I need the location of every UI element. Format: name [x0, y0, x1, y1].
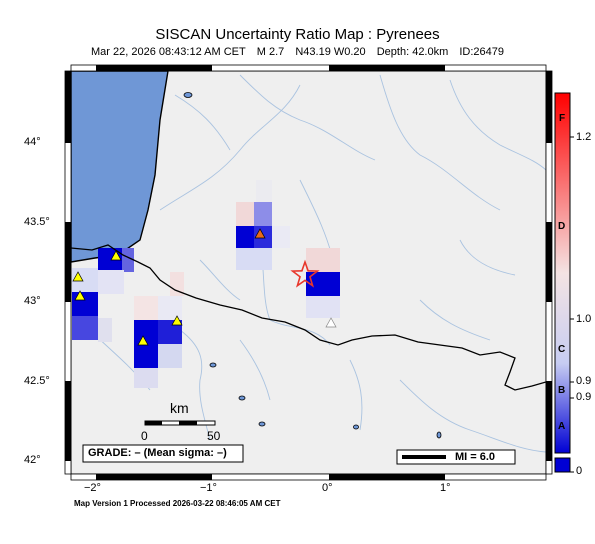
event-depth: Depth: 42.0km	[376, 46, 449, 58]
scale-unit: km	[170, 400, 189, 416]
scale-bar	[144, 420, 216, 426]
ocean	[71, 71, 169, 263]
triangle-icon	[74, 290, 86, 301]
triangle-icon	[137, 335, 149, 346]
grade-box-frame	[82, 444, 244, 463]
mi-box-frame	[396, 449, 516, 465]
grade-letter-f: F	[559, 113, 566, 124]
triangle-icon	[254, 228, 266, 239]
country-border	[71, 244, 546, 391]
footer-processed: Map Version 1 Processed 2026-03-22 08:46…	[74, 499, 281, 508]
triangle-icon	[110, 250, 122, 261]
event-datetime: Mar 22, 2026 08:43:12 AM CET	[91, 46, 246, 58]
stations	[72, 228, 337, 346]
scale-start: 0	[141, 429, 148, 443]
legend-value-0: 0	[576, 465, 583, 477]
lat-tick-42: 42°	[24, 454, 41, 466]
grade-letter-b: B	[558, 385, 566, 396]
mi-text: MI = 6.0	[455, 451, 496, 463]
legend-value-1-2: 1.2	[576, 131, 592, 143]
triangle-icon	[72, 271, 84, 282]
map-title: SISCAN Uncertainty Ratio Map : Pyrenees	[155, 26, 440, 43]
rivers	[89, 74, 546, 453]
lat-tick-42-5: 42.5°	[24, 375, 50, 387]
frame-ticks	[64, 64, 553, 481]
star-icon	[290, 259, 320, 288]
grade-text: GRADE: – (Mean sigma: –)	[88, 447, 227, 459]
map-area	[71, 71, 546, 474]
lon-tick-minus-2: −2°	[84, 482, 101, 494]
lon-tick-0: 0°	[322, 482, 333, 494]
event-info: Mar 22, 2026 08:43:12 AM CET M 2.7 N43.1…	[0, 46, 595, 58]
legend-value-0-9a: 0.9	[576, 375, 592, 387]
event-magnitude: M 2.7	[256, 46, 285, 58]
grade-letter-a: A	[558, 421, 566, 432]
legend-colorbar	[554, 92, 574, 473]
legend-value-1-0: 1.0	[576, 313, 592, 325]
scale-end: 50	[207, 429, 221, 443]
grade-letter-d: D	[558, 221, 566, 232]
event-id: ID:26479	[459, 46, 504, 58]
lat-tick-44: 44°	[24, 136, 41, 148]
lon-tick-minus-1: −1°	[200, 482, 217, 494]
triangle-icon	[171, 315, 183, 326]
lat-tick-43-5: 43.5°	[24, 216, 50, 228]
triangle-icon	[325, 317, 337, 328]
legend-value-0-9b: 0.9	[576, 391, 592, 403]
grade-letter-c: C	[558, 344, 566, 355]
lon-tick-1: 1°	[440, 482, 451, 494]
lat-tick-43: 43°	[24, 295, 41, 307]
event-location: N43.19 W0.20	[295, 46, 366, 58]
